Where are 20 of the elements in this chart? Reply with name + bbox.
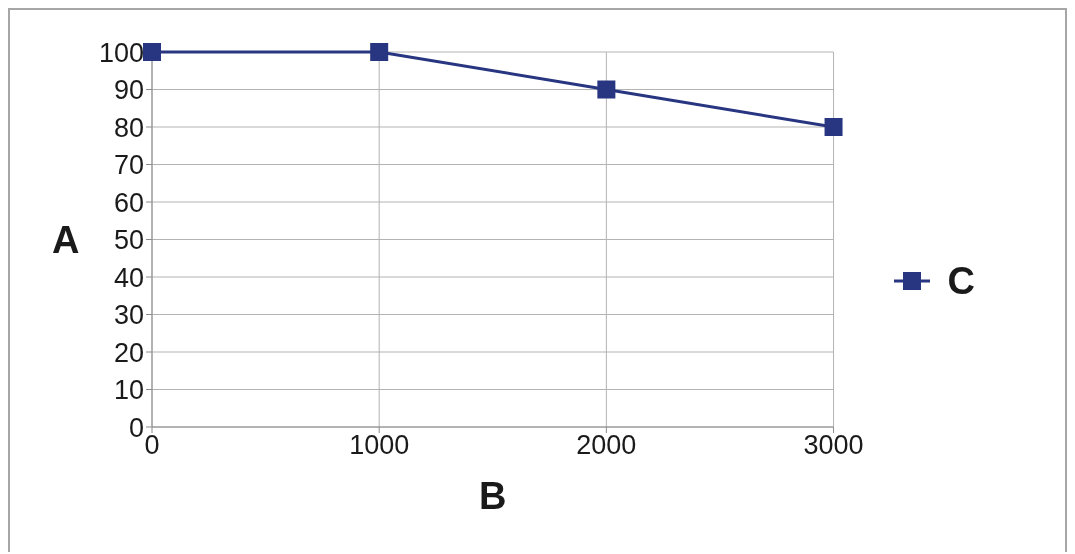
- point: [824, 118, 843, 136]
- y-tick-label: 80: [113, 112, 144, 143]
- y-tick-label: 100: [98, 37, 144, 68]
- point: [143, 43, 161, 61]
- legend-label: C: [947, 259, 975, 303]
- y-tick-label: 10: [113, 375, 144, 406]
- y-tick-label: 30: [113, 300, 144, 331]
- x-tick-label: 1000: [349, 430, 410, 461]
- point: [597, 80, 616, 99]
- y-tick-label: 60: [113, 187, 144, 218]
- x-axis-title: B: [479, 475, 507, 517]
- y-tick-label: 20: [113, 337, 144, 368]
- y-tick-label: 50: [113, 225, 144, 256]
- x-tick-label: 3000: [803, 430, 864, 461]
- x-tick-label: 2000: [576, 430, 637, 461]
- y-tick-label: 90: [113, 75, 144, 106]
- y-tick-label: 70: [113, 150, 144, 181]
- point: [370, 43, 389, 61]
- y-axis-title: A: [52, 218, 80, 261]
- y-tick-label: 40: [113, 262, 144, 293]
